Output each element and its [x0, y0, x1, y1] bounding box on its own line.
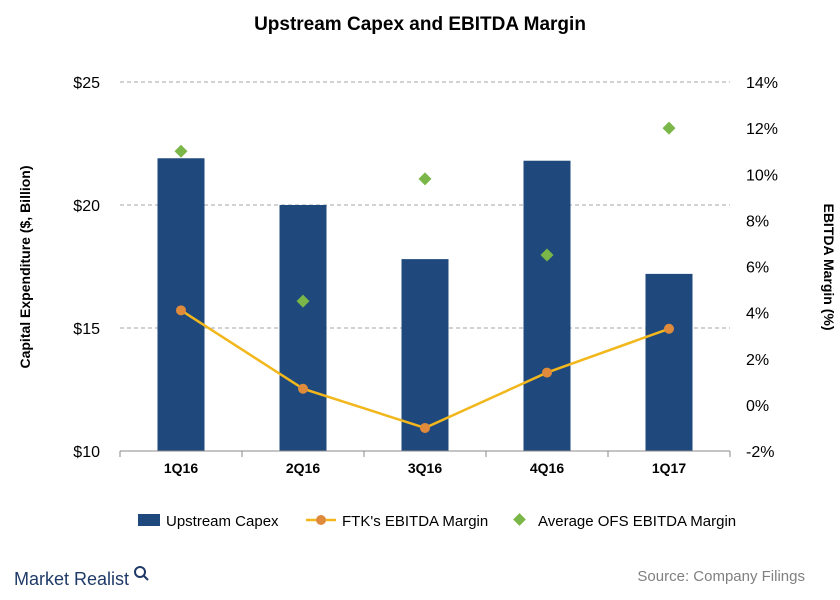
brand-logo-text: Market Realist: [14, 569, 129, 589]
y-left-tick-label: $15: [73, 321, 100, 338]
bar-series: [157, 158, 693, 451]
y-right-tick-label: 10%: [746, 167, 778, 184]
bar-upstream-capex: [645, 273, 693, 451]
x-tick-label: 3Q16: [408, 460, 442, 476]
legend-label-ofs: Average OFS EBITDA Margin: [538, 513, 736, 530]
y-right-tick-label: 2%: [746, 352, 769, 369]
point-ftk-ebitda-margin: [298, 383, 308, 394]
point-average-ofs-ebitda-margin: [418, 172, 432, 186]
legend-label-capex: Upstream Capex: [166, 513, 279, 530]
point-average-ofs-ebitda-margin: [296, 294, 310, 308]
y-right-axis-label: EBITDA Margin (%): [821, 203, 837, 330]
bar-upstream-capex: [401, 259, 449, 451]
y-right-tick-label: -2%: [746, 444, 774, 461]
y-right-tick-label: 8%: [746, 213, 769, 230]
legend-swatch-ofs: [513, 513, 526, 526]
bar-upstream-capex: [523, 160, 571, 451]
y-right-tick-label: 12%: [746, 121, 778, 138]
point-ftk-ebitda-margin: [176, 305, 186, 316]
magnifier-icon: [134, 566, 146, 578]
scatter-series: [174, 121, 676, 308]
legend-swatch-ftk-marker: [316, 515, 326, 525]
y-right-tick-label: 0%: [746, 398, 769, 415]
x-tick-label: 2Q16: [286, 460, 320, 476]
point-ftk-ebitda-margin: [664, 323, 674, 334]
point-ftk-ebitda-margin: [420, 422, 430, 433]
legend-swatch-capex: [138, 514, 160, 526]
y-right-tick-label: 14%: [746, 75, 778, 92]
x-tick-label: 1Q17: [652, 460, 686, 476]
market-realist-logo: Market Realist: [14, 566, 149, 589]
y-right-tick-label: 6%: [746, 260, 769, 277]
point-average-ofs-ebitda-margin: [540, 248, 554, 262]
bar-upstream-capex: [279, 205, 327, 451]
chart-title: Upstream Capex and EBITDA Margin: [254, 14, 586, 35]
axes: $10 $15 $20 $25 -2% 0% 2% 4% 6% 8% 10% 12% 14% 1Q16 2Q…: [73, 75, 778, 476]
legend: Upstream Capex FTK's EBITDA Margin Avera…: [138, 513, 736, 530]
legend-label-ftk: FTK's EBITDA Margin: [342, 513, 488, 530]
bar-upstream-capex: [157, 158, 205, 451]
y-left-tick-label: $10: [73, 444, 100, 461]
y-right-tick-label: 4%: [746, 306, 769, 323]
point-average-ofs-ebitda-margin: [662, 121, 676, 135]
y-left-axis-label: Capital Expenditure ($, Billion): [17, 165, 33, 368]
y-left-tick-label: $25: [73, 75, 100, 92]
source-note: Source: Company Filings: [637, 568, 805, 585]
x-tick-label: 4Q16: [530, 460, 564, 476]
point-ftk-ebitda-margin: [542, 367, 552, 378]
x-tick-label: 1Q16: [164, 460, 198, 476]
y-left-tick-label: $20: [73, 198, 100, 215]
point-average-ofs-ebitda-margin: [174, 144, 188, 158]
line-series: [176, 305, 674, 433]
